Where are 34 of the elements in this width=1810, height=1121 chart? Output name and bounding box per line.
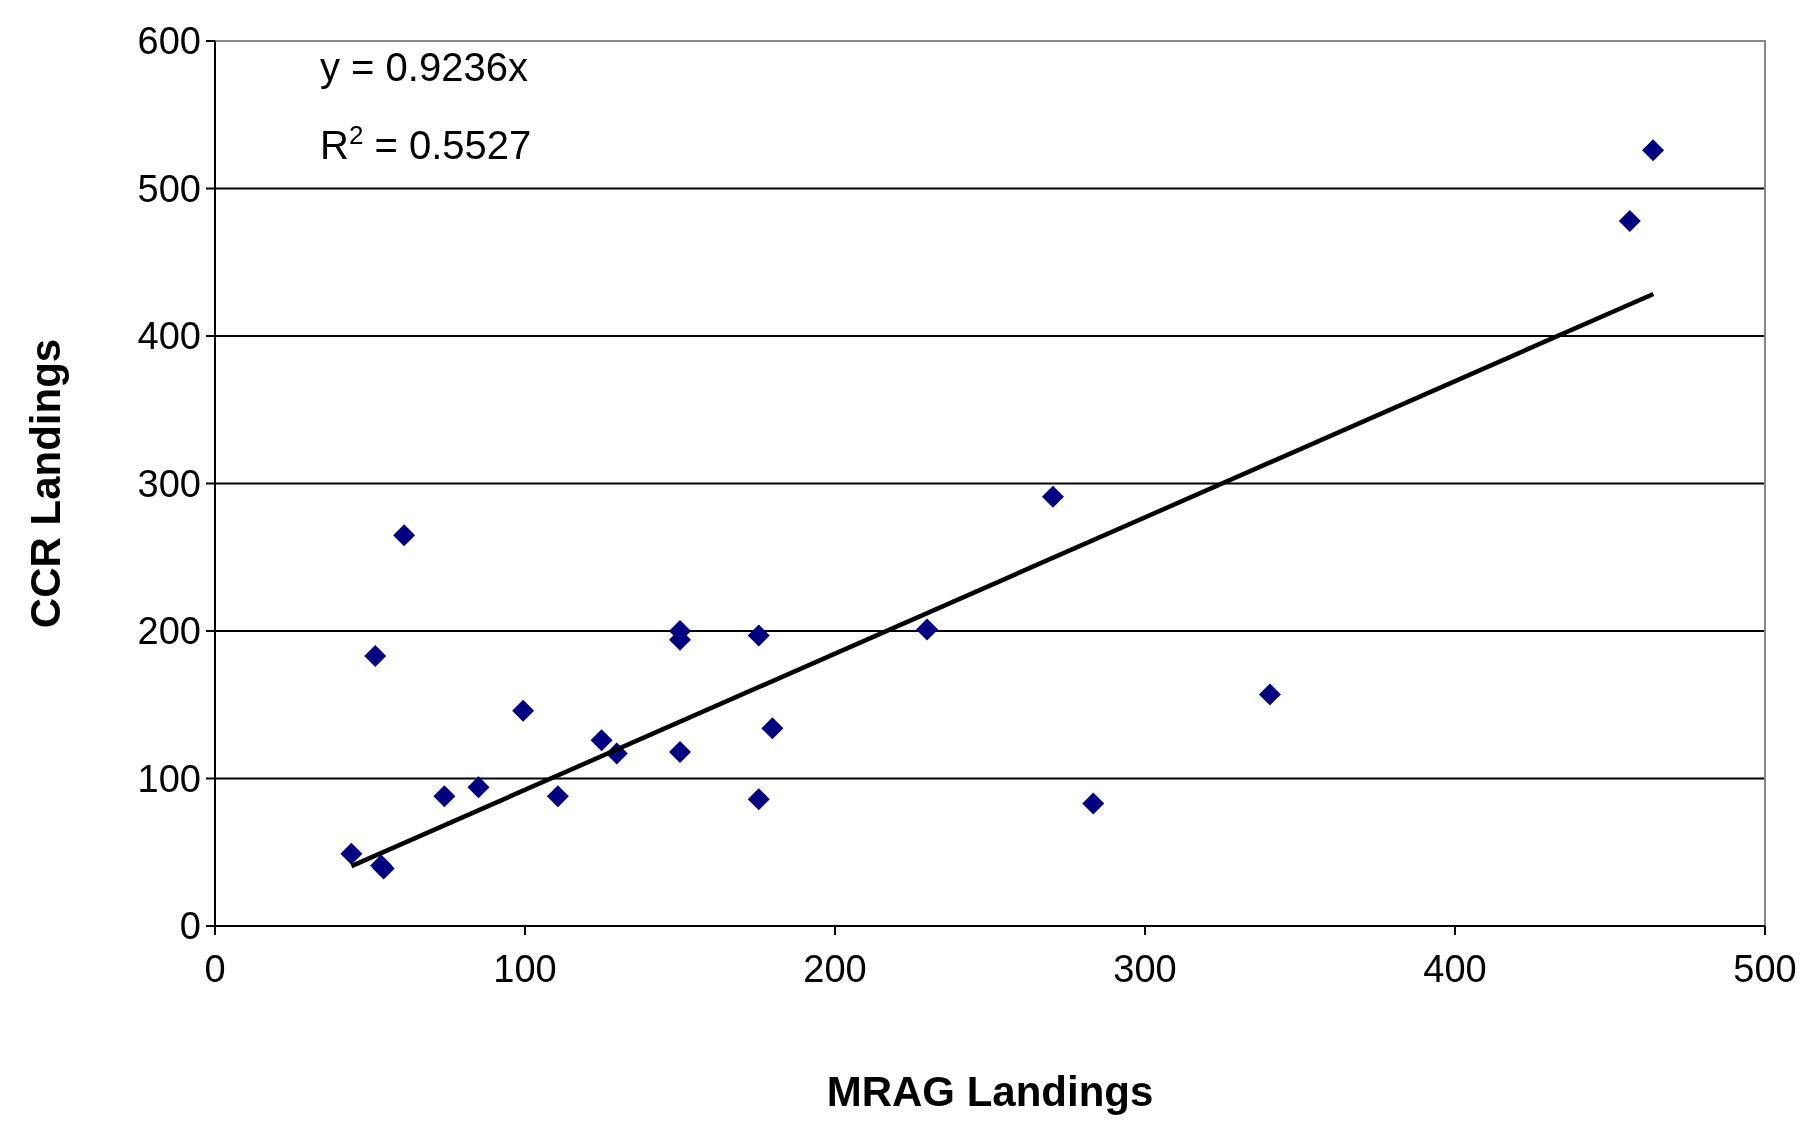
x-tick-label: 500	[1733, 948, 1797, 990]
point	[546, 785, 569, 808]
point	[467, 776, 490, 799]
point	[747, 624, 770, 647]
point	[1618, 209, 1641, 232]
point	[1082, 792, 1105, 815]
point	[512, 699, 535, 722]
point	[364, 645, 387, 668]
point	[747, 788, 770, 811]
y-tick-label: 400	[137, 315, 201, 358]
y-tick-label: 300	[137, 462, 201, 505]
x-tick-label: 400	[1423, 948, 1487, 990]
y-tick-label: 0	[179, 905, 201, 948]
point	[433, 785, 456, 808]
point	[1258, 683, 1281, 706]
annotation: R$^{2}$ = 0.5527	[320, 120, 532, 167]
point	[1041, 485, 1064, 508]
point	[340, 842, 363, 865]
point	[1642, 139, 1665, 162]
annotation: y = 0.9236x	[320, 45, 528, 89]
y-tick-label: 100	[137, 757, 201, 800]
point	[393, 524, 416, 547]
y-tick-label: 600	[137, 20, 201, 63]
x-tick-label: 300	[1113, 948, 1177, 990]
point	[916, 618, 939, 641]
y-tick-label: 500	[137, 167, 201, 210]
x-tick-label: 200	[803, 948, 867, 990]
point	[669, 740, 691, 763]
point	[761, 717, 784, 740]
x-axis-title: MRAG Landings	[826, 1068, 1154, 1115]
y-tick-label: 200	[137, 610, 201, 653]
x-tick-label: 100	[493, 948, 557, 990]
y-axis-title: CCR Landings	[22, 338, 69, 629]
point	[590, 729, 613, 752]
